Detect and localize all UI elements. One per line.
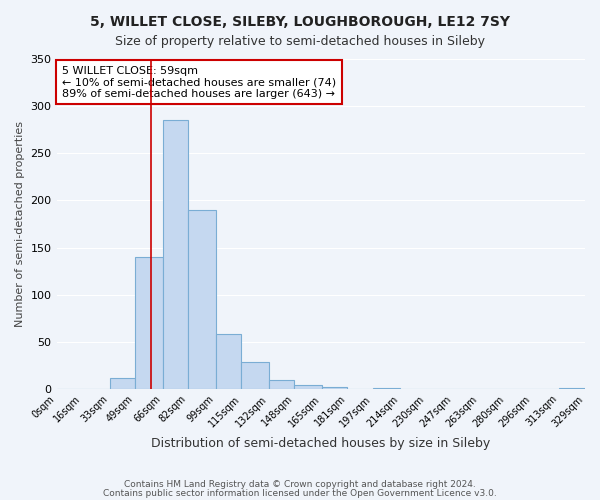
X-axis label: Distribution of semi-detached houses by size in Sileby: Distribution of semi-detached houses by … [151, 437, 490, 450]
Text: Contains public sector information licensed under the Open Government Licence v3: Contains public sector information licen… [103, 488, 497, 498]
Text: Contains HM Land Registry data © Crown copyright and database right 2024.: Contains HM Land Registry data © Crown c… [124, 480, 476, 489]
Text: Size of property relative to semi-detached houses in Sileby: Size of property relative to semi-detach… [115, 35, 485, 48]
Bar [135, 257, 163, 389]
Bar [294, 385, 322, 389]
Bar [269, 380, 294, 389]
Bar [559, 388, 585, 389]
Bar [163, 120, 188, 389]
Bar [373, 388, 400, 389]
Bar [188, 210, 215, 389]
Bar [322, 387, 347, 389]
Text: 5 WILLET CLOSE: 59sqm
← 10% of semi-detached houses are smaller (74)
89% of semi: 5 WILLET CLOSE: 59sqm ← 10% of semi-deta… [62, 66, 336, 99]
Y-axis label: Number of semi-detached properties: Number of semi-detached properties [15, 121, 25, 327]
Text: 5, WILLET CLOSE, SILEBY, LOUGHBOROUGH, LE12 7SY: 5, WILLET CLOSE, SILEBY, LOUGHBOROUGH, L… [90, 15, 510, 29]
Bar [241, 362, 269, 389]
Bar [110, 378, 135, 389]
Bar [215, 334, 241, 389]
